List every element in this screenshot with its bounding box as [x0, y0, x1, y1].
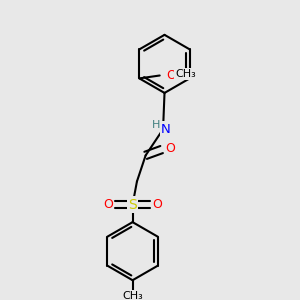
Text: CH₃: CH₃	[176, 69, 196, 79]
Text: CH₃: CH₃	[122, 291, 143, 300]
Text: O: O	[167, 69, 176, 82]
Text: H: H	[152, 120, 160, 130]
Text: O: O	[152, 198, 162, 211]
Text: O: O	[103, 198, 113, 211]
Text: N: N	[161, 123, 171, 136]
Text: S: S	[128, 198, 137, 212]
Text: O: O	[165, 142, 175, 154]
